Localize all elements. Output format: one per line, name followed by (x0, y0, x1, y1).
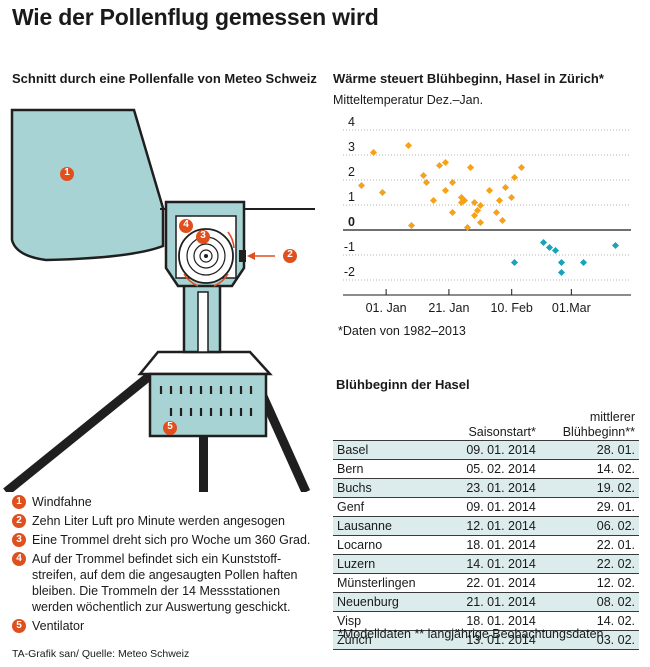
legend-number: 5 (12, 619, 26, 633)
cell-city: Bern (333, 459, 441, 479)
cell-avg-bloom: 28. 01. (541, 440, 639, 460)
y-tick-label: 0 (348, 215, 355, 229)
cell-season-start: 13. 01. 2014 (440, 630, 542, 650)
cell-city: Basel (333, 440, 441, 460)
legend-text: Ventilator (32, 619, 85, 633)
pollen-trap-illustration (3, 108, 315, 492)
header-avg-line1: mittlerer (589, 410, 635, 424)
legend-item: 1 Windfahne (12, 494, 317, 510)
header-season-start: Saisonstart* (468, 425, 536, 439)
cell-avg-bloom: 22. 02. (541, 554, 639, 574)
cell-avg-bloom: 12. 02. (541, 573, 639, 593)
table-row: Zürich 13. 01. 2014 03. 02. (333, 630, 639, 650)
trap-marker-4: 4 (183, 219, 189, 230)
cell-city: Buchs (333, 478, 441, 498)
x-tick-label: 01.Mar (551, 301, 591, 315)
trap-marker-2: 2 (287, 249, 293, 260)
scatter-plot: 4 3 2 1 0 -1 -2 01. Jan 21. Jan 10. Feb 01.Mar (333, 114, 639, 322)
chart-y-axis-label: Mitteltemperatur Dez.–Jan. (333, 93, 484, 107)
legend-item: 3 Eine Trommel dreht sich pro Woche um 36… (12, 532, 317, 548)
cell-avg-bloom: 14. 02. (541, 611, 639, 631)
header-city (333, 410, 441, 441)
trap-number-markers (60, 167, 297, 435)
cell-season-start: 23. 01. 2014 (440, 478, 542, 498)
y-tick-label: -2 (343, 265, 355, 279)
cell-season-start: 09. 01. 2014 (440, 440, 542, 460)
cell-season-start: 18. 01. 2014 (440, 535, 542, 555)
y-tick-label: 3 (348, 140, 355, 154)
chart-footnote: *Daten von 1982–2013 (338, 324, 466, 338)
cell-avg-bloom: 14. 02. (541, 459, 639, 479)
table-header-row: Saisonstart* mittlerer Blühbeginn** (333, 410, 639, 441)
table-row: Lausanne 12. 01. 2014 06. 02. (333, 516, 639, 536)
cell-avg-bloom: 06. 02. (541, 516, 639, 536)
cell-season-start: 18. 01. 2014 (440, 611, 542, 631)
cell-avg-bloom: 29. 01. (541, 497, 639, 517)
cell-city: Lausanne (333, 516, 441, 536)
header-avg-bloom: mittlerer Blühbeginn** (542, 410, 639, 441)
bloom-table: Saisonstart* mittlerer Blühbeginn** Basel… (333, 410, 639, 650)
cell-avg-bloom: 19. 02. (541, 478, 639, 498)
legend-item: 5 Ventilator (12, 618, 317, 634)
table-row: Locarno 18. 01. 2014 22. 01. (333, 535, 639, 555)
legend-item: 2 Zehn Liter Luft pro Minute werden anges… (12, 513, 317, 529)
cell-city: Luzern (333, 554, 441, 574)
legend-item: 4 Auf der Trommel befindet sich ein Kunst… (12, 551, 317, 615)
cell-season-start: 12. 01. 2014 (440, 516, 542, 536)
legend-number: 1 (12, 495, 26, 509)
table-body: Basel 09. 01. 2014 28. 01. Bern 05. 02. 2014… (333, 440, 639, 650)
y-tick-label: 2 (348, 165, 355, 179)
legend-text: Eine Trommel dreht sich pro Woche um 360… (32, 533, 311, 547)
cell-avg-bloom: 03. 02. (541, 630, 639, 650)
header-avg-line2: Blühbeginn** (562, 425, 635, 439)
table-title: Blühbeginn der Hasel (336, 377, 470, 392)
table-footnote: *Modelldaten ** langjährige Beobachtungs… (338, 627, 604, 641)
table-row: Luzern 14. 01. 2014 22. 02. (333, 554, 639, 574)
trap-legend: 1 Windfahne 2 Zehn Liter Luft pro Minute w… (12, 494, 317, 637)
table-row: Visp 18. 01. 2014 14. 02. (333, 611, 639, 631)
cell-city: Visp (333, 611, 441, 631)
legend-number: 2 (12, 514, 26, 528)
chart-title: Wärme steuert Blühbeginn, Hasel in Züric… (333, 71, 604, 86)
cell-city: Neuenburg (333, 592, 441, 612)
y-tick-label: 4 (348, 115, 355, 129)
trap-marker-1: 1 (64, 167, 70, 178)
scatter-gridlines (343, 129, 631, 296)
cell-city: Münsterlingen (333, 573, 441, 593)
legend-text: Windfahne (32, 495, 92, 509)
table-row: Basel 09. 01. 2014 28. 01. (333, 440, 639, 460)
cell-season-start: 21. 01. 2014 (440, 592, 542, 612)
y-tick-label: 1 (348, 190, 355, 204)
legend-text: Zehn Liter Luft pro Minute werden angeso… (32, 514, 285, 528)
source-credit: TA-Grafik san/ Quelle: Meteo Schweiz (12, 648, 190, 660)
trap-marker-5: 5 (167, 421, 173, 432)
x-tick-label: 10. Feb (490, 301, 533, 315)
table-row: Münsterlingen 22. 01. 2014 12. 02. (333, 573, 639, 593)
cell-season-start: 22. 01. 2014 (440, 573, 542, 593)
cell-city: Locarno (333, 535, 441, 555)
cell-season-start: 14. 01. 2014 (440, 554, 542, 574)
legend-number: 3 (12, 533, 26, 547)
cell-season-start: 09. 01. 2014 (440, 497, 542, 517)
legend-number: 4 (12, 552, 26, 566)
cell-season-start: 05. 02. 2014 (440, 459, 542, 479)
legend-text: Auf der Trommel befindet sich ein Kunsts… (32, 552, 298, 614)
x-tick-label: 21. Jan (428, 301, 470, 315)
cell-avg-bloom: 22. 01. (541, 535, 639, 555)
table-row: Bern 05. 02. 2014 14. 02. (333, 459, 639, 479)
cell-city: Genf (333, 497, 441, 517)
cell-avg-bloom: 08. 02. (541, 592, 639, 612)
page-title: Wie der Pollenflug gemessen wird (12, 4, 379, 30)
x-tick-label: 01. Jan (365, 301, 407, 315)
cell-city: Zürich (333, 630, 441, 650)
trap-section-title: Schnitt durch eine Pollenfalle von Meteo… (12, 71, 317, 86)
table-row: Neuenburg 21. 01. 2014 08. 02. (333, 592, 639, 612)
y-tick-label: -1 (343, 240, 355, 254)
trap-marker-3: 3 (200, 230, 206, 241)
table-row: Buchs 23. 01. 2014 19. 02. (333, 478, 639, 498)
table-row: Genf 09. 01. 2014 29. 01. (333, 497, 639, 517)
